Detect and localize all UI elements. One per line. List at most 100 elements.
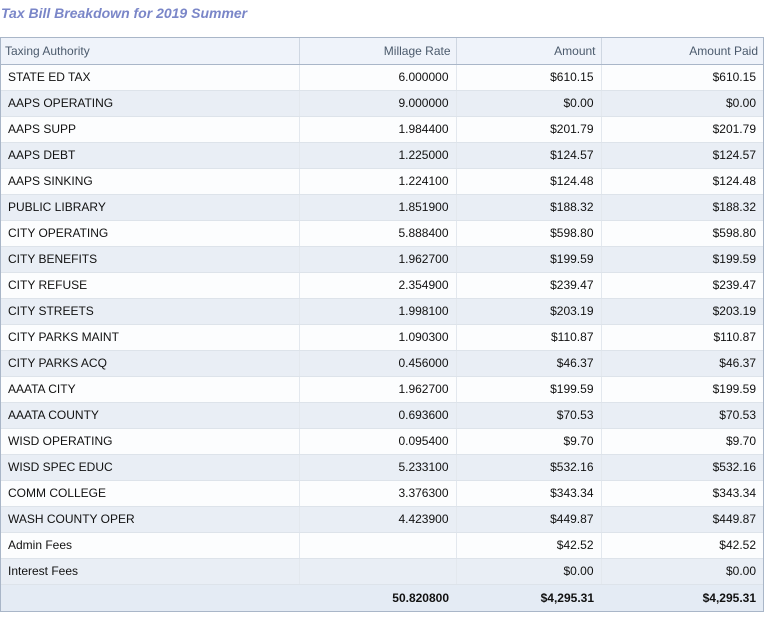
column-header-taxing-authority[interactable]: Taxing Authority xyxy=(1,38,300,65)
taxing-authority-cell: AAATA COUNTY xyxy=(1,402,300,429)
amount-cell: $0.00 xyxy=(456,90,602,117)
total-millage-rate: 50.820800 xyxy=(299,583,456,611)
taxing-authority-cell: CITY STREETS xyxy=(1,298,300,325)
amount-cell: $124.48 xyxy=(456,168,602,195)
amount-cell: $9.70 xyxy=(456,428,602,455)
amount-paid-cell: $199.59 xyxy=(601,246,763,273)
table-row: AAPS DEBT 1.225000 $124.57 $124.57 xyxy=(1,142,763,169)
amount-cell: $449.87 xyxy=(456,506,602,533)
table-row: COMM COLLEGE 3.376300 $343.34 $343.34 xyxy=(1,480,763,507)
column-header-millage-rate[interactable]: Millage Rate xyxy=(299,38,457,65)
column-header-amount-paid[interactable]: Amount Paid xyxy=(601,38,763,65)
millage-rate-cell: 1.090300 xyxy=(299,324,457,351)
table-row: AAPS SINKING 1.224100 $124.48 $124.48 xyxy=(1,168,763,195)
millage-rate-cell: 1.225000 xyxy=(299,142,457,169)
amount-paid-cell: $239.47 xyxy=(601,272,763,299)
table-row: AAATA CITY 1.962700 $199.59 $199.59 xyxy=(1,376,763,403)
taxing-authority-cell: AAPS SUPP xyxy=(1,116,300,143)
table-row: AAPS SUPP 1.984400 $201.79 $201.79 xyxy=(1,116,763,143)
millage-rate-cell xyxy=(299,558,457,585)
taxing-authority-cell: CITY PARKS MAINT xyxy=(1,324,300,351)
amount-paid-cell: $449.87 xyxy=(601,506,763,533)
amount-paid-cell: $110.87 xyxy=(601,324,763,351)
millage-rate-cell: 5.233100 xyxy=(299,454,457,481)
taxing-authority-cell: WISD SPEC EDUC xyxy=(1,454,300,481)
total-amount: $4,295.31 xyxy=(456,583,601,611)
taxing-authority-cell: Interest Fees xyxy=(1,558,300,585)
millage-rate-cell: 0.693600 xyxy=(299,402,457,429)
millage-rate-cell: 5.888400 xyxy=(299,220,457,247)
millage-rate-cell: 1.998100 xyxy=(299,298,457,325)
tax-breakdown-table: Taxing Authority Millage Rate Amount Amo… xyxy=(1,38,763,611)
millage-rate-cell: 2.354900 xyxy=(299,272,457,299)
amount-paid-cell: $203.19 xyxy=(601,298,763,325)
amount-paid-cell: $0.00 xyxy=(601,558,763,585)
page-title: Tax Bill Breakdown for 2019 Summer xyxy=(1,5,248,21)
table-body: STATE ED TAX 6.000000 $610.15 $610.15 AAPS O… xyxy=(1,64,763,585)
amount-cell: $239.47 xyxy=(456,272,602,299)
table-row: CITY BENEFITS 1.962700 $199.59 $199.59 xyxy=(1,246,763,273)
table-row: CITY REFUSE 2.354900 $239.47 $239.47 xyxy=(1,272,763,299)
table-header-row: Taxing Authority Millage Rate Amount Amo… xyxy=(1,38,763,65)
amount-paid-cell: $598.80 xyxy=(601,220,763,247)
amount-paid-cell: $343.34 xyxy=(601,480,763,507)
table-row: CITY PARKS ACQ 0.456000 $46.37 $46.37 xyxy=(1,350,763,377)
taxing-authority-cell: CITY BENEFITS xyxy=(1,246,300,273)
amount-paid-cell: $42.52 xyxy=(601,532,763,559)
amount-paid-cell: $188.32 xyxy=(601,194,763,221)
taxing-authority-cell: CITY REFUSE xyxy=(1,272,300,299)
amount-cell: $532.16 xyxy=(456,454,602,481)
millage-rate-cell xyxy=(299,532,457,559)
millage-rate-cell: 9.000000 xyxy=(299,90,457,117)
amount-cell: $42.52 xyxy=(456,532,602,559)
millage-rate-cell: 0.456000 xyxy=(299,350,457,377)
millage-rate-cell: 4.423900 xyxy=(299,506,457,533)
amount-cell: $610.15 xyxy=(456,64,602,91)
table-row: WASH COUNTY OPER 4.423900 $449.87 $449.87 xyxy=(1,506,763,533)
taxing-authority-cell: WISD OPERATING xyxy=(1,428,300,455)
tax-breakdown-table-container: Taxing Authority Millage Rate Amount Amo… xyxy=(0,37,764,612)
totals-label-cell xyxy=(1,583,299,611)
taxing-authority-cell: COMM COLLEGE xyxy=(1,480,300,507)
table-row: AAATA COUNTY 0.693600 $70.53 $70.53 xyxy=(1,402,763,429)
amount-paid-cell: $46.37 xyxy=(601,350,763,377)
taxing-authority-cell: WASH COUNTY OPER xyxy=(1,506,300,533)
table-row: Admin Fees $42.52 $42.52 xyxy=(1,532,763,559)
millage-rate-cell: 1.224100 xyxy=(299,168,457,195)
table-row: WISD OPERATING 0.095400 $9.70 $9.70 xyxy=(1,428,763,455)
millage-rate-cell: 1.962700 xyxy=(299,376,457,403)
taxing-authority-cell: AAPS DEBT xyxy=(1,142,300,169)
amount-cell: $0.00 xyxy=(456,558,602,585)
amount-paid-cell: $532.16 xyxy=(601,454,763,481)
amount-paid-cell: $0.00 xyxy=(601,90,763,117)
millage-rate-cell: 1.962700 xyxy=(299,246,457,273)
amount-paid-cell: $124.48 xyxy=(601,168,763,195)
amount-cell: $199.59 xyxy=(456,246,602,273)
amount-paid-cell: $610.15 xyxy=(601,64,763,91)
taxing-authority-cell: CITY OPERATING xyxy=(1,220,300,247)
taxing-authority-cell: CITY PARKS ACQ xyxy=(1,350,300,377)
totals-row: 50.820800 $4,295.31 $4,295.31 xyxy=(1,583,763,611)
column-header-amount[interactable]: Amount xyxy=(456,38,602,65)
amount-cell: $188.32 xyxy=(456,194,602,221)
amount-cell: $70.53 xyxy=(456,402,602,429)
amount-cell: $203.19 xyxy=(456,298,602,325)
millage-rate-cell: 1.851900 xyxy=(299,194,457,221)
table-row: CITY STREETS 1.998100 $203.19 $203.19 xyxy=(1,298,763,325)
amount-cell: $46.37 xyxy=(456,350,602,377)
amount-paid-cell: $9.70 xyxy=(601,428,763,455)
millage-rate-cell: 3.376300 xyxy=(299,480,457,507)
total-amount-paid: $4,295.31 xyxy=(601,583,763,611)
table-row: Interest Fees $0.00 $0.00 xyxy=(1,558,763,585)
amount-cell: $598.80 xyxy=(456,220,602,247)
taxing-authority-cell: Admin Fees xyxy=(1,532,300,559)
amount-cell: $343.34 xyxy=(456,480,602,507)
taxing-authority-cell: AAPS SINKING xyxy=(1,168,300,195)
millage-rate-cell: 1.984400 xyxy=(299,116,457,143)
taxing-authority-cell: AAATA CITY xyxy=(1,376,300,403)
amount-cell: $110.87 xyxy=(456,324,602,351)
taxing-authority-cell: PUBLIC LIBRARY xyxy=(1,194,300,221)
amount-paid-cell: $70.53 xyxy=(601,402,763,429)
taxing-authority-cell: AAPS OPERATING xyxy=(1,90,300,117)
